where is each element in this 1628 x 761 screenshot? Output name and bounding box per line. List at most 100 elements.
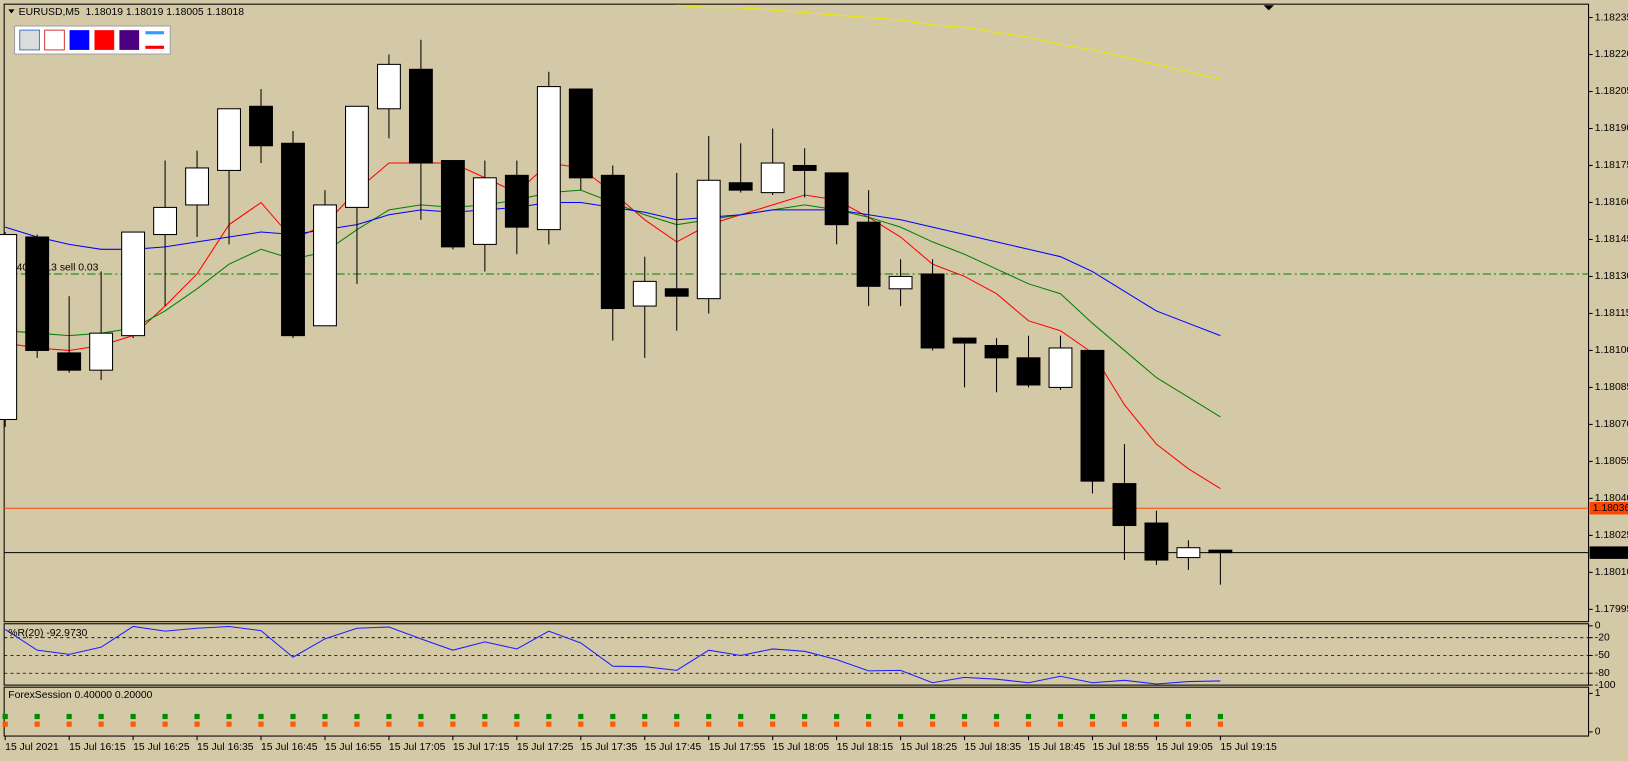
session-marker xyxy=(1121,721,1128,727)
candle-body xyxy=(1112,483,1137,527)
session-marker xyxy=(66,713,72,720)
candle-body xyxy=(408,68,433,164)
session-marker xyxy=(546,713,552,720)
candle-body xyxy=(153,206,178,236)
session-marker xyxy=(1217,721,1223,727)
candle-body xyxy=(504,174,529,228)
session-marker xyxy=(674,713,680,720)
session-marker xyxy=(929,721,936,727)
y-tick-label: 1.18130 xyxy=(1595,271,1628,282)
x-tick-label: 15 Jul 16:55 xyxy=(325,742,382,753)
x-tick-label: 15 Jul 16:35 xyxy=(197,742,254,753)
session-marker xyxy=(322,721,328,727)
tool-button[interactable] xyxy=(44,29,65,51)
candle-body xyxy=(1080,349,1105,482)
session-marker xyxy=(866,713,872,720)
session-marker xyxy=(1025,721,1032,727)
session-marker xyxy=(929,713,936,720)
toolbar xyxy=(14,25,171,55)
candle-body xyxy=(760,162,785,194)
session-panel-frame xyxy=(3,686,1590,737)
price-label-box xyxy=(1589,546,1628,559)
session-marker xyxy=(258,713,264,720)
session-marker xyxy=(98,713,104,720)
candle-body xyxy=(600,174,625,310)
x-tick-label: 15 Jul 17:35 xyxy=(581,742,638,753)
session-marker xyxy=(386,713,392,720)
shift-marker xyxy=(1263,5,1274,11)
tool-button[interactable] xyxy=(145,31,165,49)
price-label-box xyxy=(1589,502,1628,515)
session-marker xyxy=(834,721,840,727)
y-tick-label: 1 xyxy=(1595,688,1601,699)
candle-body xyxy=(1048,347,1073,388)
tool-button[interactable] xyxy=(94,30,115,50)
session-marker xyxy=(961,713,968,720)
candle-body xyxy=(57,352,82,371)
session-marker xyxy=(546,721,552,727)
x-tick-label: 15 Jul 18:35 xyxy=(965,742,1022,753)
wpr-title: %R(20) -92.9730 xyxy=(8,628,87,639)
session-marker xyxy=(258,721,264,727)
levels-layer: 40 13 sell 0.03 xyxy=(4,262,1589,674)
title-arrow xyxy=(8,9,15,14)
session-marker xyxy=(226,713,232,720)
session-marker xyxy=(993,713,1000,720)
y-tick-label: 0 xyxy=(1595,727,1601,738)
chart-title: EURUSD,M5 1.18019 1.18019 1.18005 1.1801… xyxy=(19,7,245,18)
candle-body xyxy=(792,164,817,171)
session-marker xyxy=(1217,713,1223,720)
candle-body xyxy=(536,86,561,231)
y-tick-label: 1.18025 xyxy=(1595,530,1628,541)
candle-body xyxy=(89,332,114,371)
session-marker xyxy=(642,713,648,720)
x-tick-label: 15 Jul 18:05 xyxy=(773,742,830,753)
session-marker xyxy=(610,713,616,720)
session-marker xyxy=(194,713,200,720)
y-tick-label: 1.18085 xyxy=(1595,382,1628,393)
y-tick-label: 0 xyxy=(1595,621,1601,632)
candle-body xyxy=(440,160,465,248)
candle-body xyxy=(1208,549,1233,554)
candle-body xyxy=(888,275,913,290)
x-tick-label: 15 Jul 18:25 xyxy=(901,742,958,753)
session-marker xyxy=(642,721,648,727)
session-marker xyxy=(226,721,232,727)
session-marker xyxy=(834,713,840,720)
y-tick-label: -100 xyxy=(1595,680,1616,691)
candle-body xyxy=(0,234,18,421)
session-marker xyxy=(514,721,520,727)
candle-body xyxy=(696,179,721,300)
y-tick-label: 1.18220 xyxy=(1595,49,1628,60)
toolbar-background xyxy=(14,25,171,55)
session-marker xyxy=(802,721,808,727)
y-tick-label: 1.18100 xyxy=(1595,345,1628,356)
y-tick-label: 1.17995 xyxy=(1595,604,1628,615)
price-label: 1.18018 xyxy=(1593,547,1628,558)
session-marker xyxy=(130,721,136,727)
candle-body xyxy=(345,105,369,208)
candle-body xyxy=(472,177,497,245)
tool-button[interactable] xyxy=(119,30,140,50)
x-tick-label: 15 Jul 18:45 xyxy=(1029,742,1086,753)
wpr-line xyxy=(4,625,1221,685)
session-marker xyxy=(1089,721,1096,727)
y-tick-label: -50 xyxy=(1595,650,1610,661)
y-tick-label: 1.18070 xyxy=(1595,419,1628,430)
tool-icon-line xyxy=(145,31,165,35)
y-tick-label: 1.18190 xyxy=(1595,123,1628,134)
session-marker xyxy=(993,721,1000,727)
candle-body xyxy=(856,221,881,287)
session-marker xyxy=(866,721,872,727)
tool-button[interactable] xyxy=(69,30,90,50)
y-tick-label: 1.18055 xyxy=(1595,456,1628,467)
tool-button[interactable] xyxy=(19,29,40,51)
session-marker xyxy=(450,721,456,727)
x-tick-label: 15 Jul 17:55 xyxy=(709,742,766,753)
x-tick-label: 15 Jul 19:05 xyxy=(1156,742,1213,753)
candle-body xyxy=(632,280,657,307)
candle-body xyxy=(952,337,977,344)
axis-layer: 1.18235 1.18220 1.18205 1.18190 1.18175 1.181… xyxy=(4,12,1628,753)
session-marker xyxy=(130,713,136,720)
